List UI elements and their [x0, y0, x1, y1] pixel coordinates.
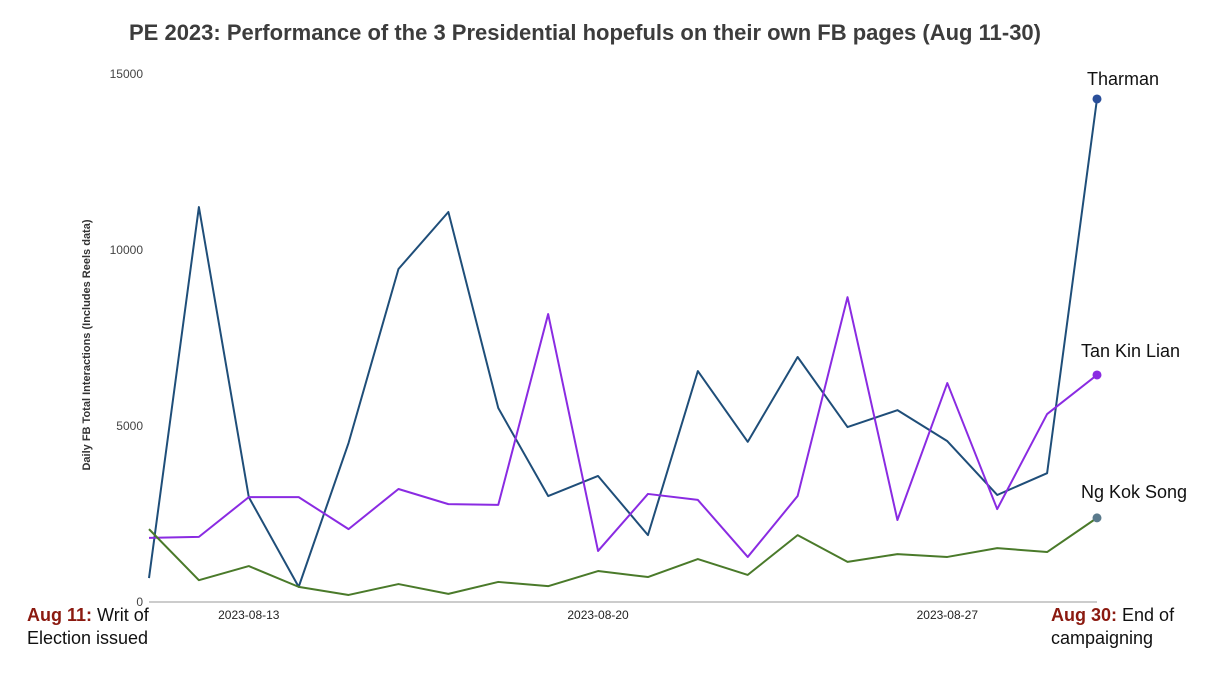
- annotation-end-text2: campaigning: [1051, 628, 1154, 648]
- y-tick-label: 15000: [110, 67, 144, 81]
- annotation-end: Aug 30: End of campaigning: [1051, 604, 1174, 650]
- annotation-end-text1: End of: [1122, 605, 1175, 625]
- series-label-tharman: Tharman: [1087, 69, 1159, 89]
- annotation-start-date: Aug 11:: [27, 605, 93, 625]
- x-tick-label: 2023-08-13: [218, 608, 280, 622]
- y-tick-label: 10000: [110, 243, 144, 257]
- chart-title: PE 2023: Performance of the 3 Presidenti…: [129, 20, 1041, 45]
- annotation-start-text1: Writ of: [97, 605, 149, 625]
- series-label-tan-kin-lian: Tan Kin Lian: [1081, 341, 1180, 361]
- annotation-start: Aug 11: Writ of Election issued: [27, 604, 149, 650]
- series-line-tharman: [148, 98, 1098, 588]
- y-axis-label: Daily FB Total Interactions (Includes Re…: [81, 219, 93, 470]
- series-line-ng-kok-song: [148, 517, 1098, 596]
- end-point-tan-kin-lian: [1092, 370, 1102, 380]
- annotation-start-text2: Election issued: [27, 628, 149, 648]
- end-point-tharman: [1092, 94, 1102, 104]
- x-tick-label: 2023-08-20: [567, 608, 629, 622]
- y-tick-label: 0: [136, 595, 143, 609]
- series-line-tan-kin-lian: [148, 296, 1098, 558]
- y-tick-label: 5000: [116, 419, 143, 433]
- series-label-ng-kok-song: Ng Kok Song: [1081, 482, 1187, 502]
- x-tick-label: 2023-08-27: [917, 608, 979, 622]
- end-point-ng-kok-song: [1092, 513, 1102, 523]
- annotation-end-date: Aug 30:: [1051, 605, 1118, 625]
